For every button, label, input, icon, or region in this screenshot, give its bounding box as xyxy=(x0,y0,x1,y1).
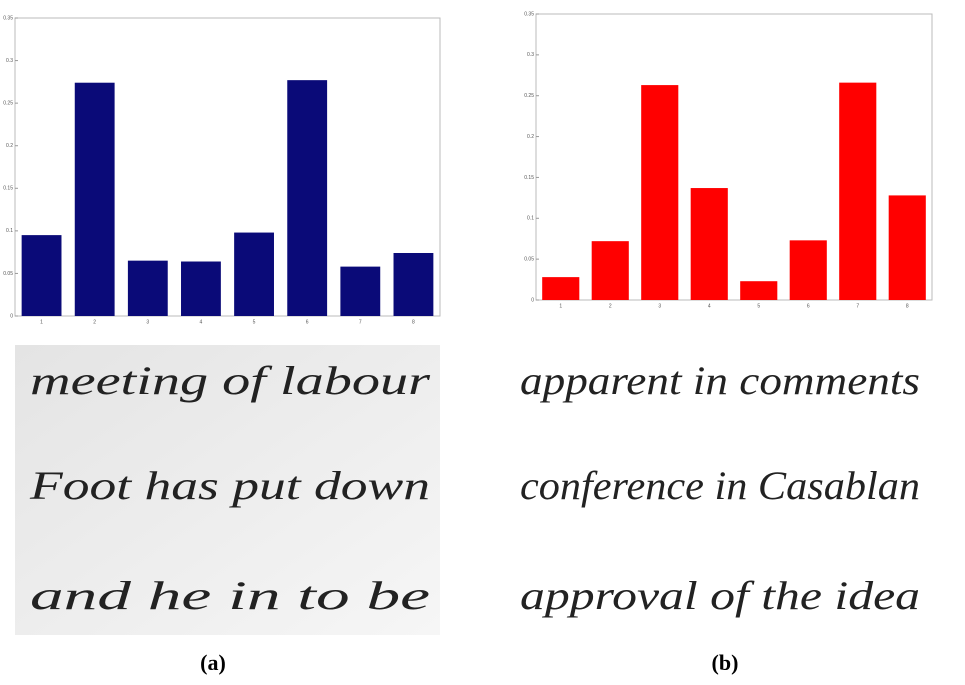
y-tick-label: 0.1 xyxy=(6,228,13,234)
y-tick-label: 0.2 xyxy=(527,134,534,140)
caption: (b) xyxy=(712,650,739,675)
x-tick-label: 3 xyxy=(658,303,661,309)
x-tick-label: 2 xyxy=(93,319,96,325)
bar xyxy=(542,277,579,300)
y-tick-label: 0.05 xyxy=(524,256,534,262)
bar xyxy=(22,235,62,316)
x-tick-label: 8 xyxy=(906,303,909,309)
bar xyxy=(287,80,327,316)
y-tick-label: 0.25 xyxy=(524,93,534,99)
bar xyxy=(790,240,827,300)
page: {"chart_data": [ {"type": "bar", "color"… xyxy=(0,0,965,685)
x-tick-label: 4 xyxy=(708,303,711,309)
bar xyxy=(592,241,629,300)
y-tick-label: 0.2 xyxy=(6,143,13,149)
handwriting-line: meeting of labour xyxy=(30,358,431,403)
bar xyxy=(889,195,926,300)
y-tick-label: 0.35 xyxy=(3,15,13,21)
caption: (a) xyxy=(200,650,226,675)
x-tick-label: 2 xyxy=(609,303,612,309)
y-tick-label: 0.15 xyxy=(524,175,534,181)
y-tick-label: 0.25 xyxy=(3,100,13,106)
x-tick-label: 5 xyxy=(253,319,256,325)
bar xyxy=(740,281,777,300)
figure: (a) (b) 00.050.10.150.20.250.30.35123456… xyxy=(0,0,965,680)
bar xyxy=(234,233,274,316)
x-tick-label: 4 xyxy=(200,319,203,325)
handwriting-line: conference in Casablan xyxy=(520,463,920,508)
y-tick-label: 0.35 xyxy=(524,11,534,17)
x-tick-label: 7 xyxy=(856,303,859,309)
bar xyxy=(394,253,434,316)
bar xyxy=(691,188,728,300)
bar xyxy=(128,261,168,316)
x-tick-label: 6 xyxy=(306,319,309,325)
y-tick-label: 0.1 xyxy=(527,216,534,222)
handwriting-line: and he in to be xyxy=(30,573,430,618)
x-tick-label: 1 xyxy=(40,319,43,325)
x-tick-label: 8 xyxy=(412,319,415,325)
handwriting-line: approval of the idea xyxy=(520,573,920,618)
y-tick-label: 0 xyxy=(10,313,13,319)
x-tick-label: 7 xyxy=(359,319,362,325)
x-tick-label: 1 xyxy=(559,303,562,309)
bar xyxy=(75,83,115,316)
bar xyxy=(641,85,678,300)
bar xyxy=(340,267,380,316)
bar xyxy=(839,83,876,300)
x-tick-label: 5 xyxy=(757,303,760,309)
y-tick-label: 0.3 xyxy=(527,52,534,58)
y-tick-label: 0 xyxy=(531,297,534,303)
bar xyxy=(181,262,221,316)
handwriting-line: apparent in comments xyxy=(520,358,920,403)
y-tick-label: 0.15 xyxy=(3,186,13,192)
y-tick-label: 0.05 xyxy=(3,271,13,277)
x-tick-label: 3 xyxy=(146,319,149,325)
handwriting-line: Foot has put down xyxy=(29,463,430,508)
x-tick-label: 6 xyxy=(807,303,810,309)
y-tick-label: 0.3 xyxy=(6,58,13,64)
